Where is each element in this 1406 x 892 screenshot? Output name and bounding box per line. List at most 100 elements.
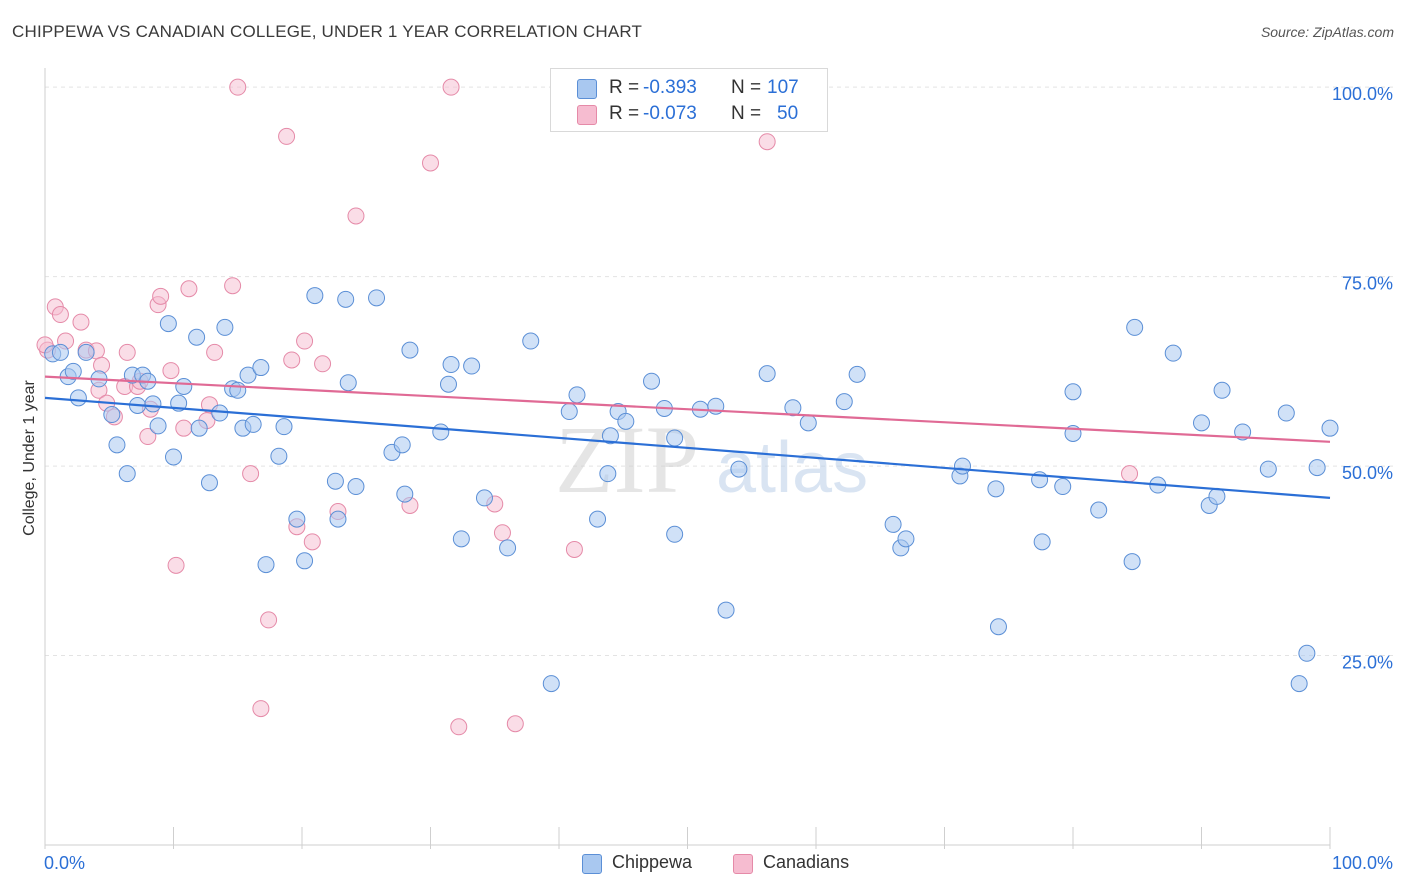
y-tick-label: 100.0% [1332, 84, 1393, 104]
chippewa-point [1064, 383, 1082, 401]
chippewa-point [211, 404, 229, 422]
chippewa-point [337, 290, 355, 308]
canadians-point [206, 343, 224, 361]
chippewa-point [368, 289, 386, 307]
chippewa-point [275, 418, 293, 436]
chippewa-point [601, 427, 619, 445]
chippewa-point [1321, 419, 1339, 437]
canadians-point [252, 700, 270, 718]
chippewa-point [401, 341, 419, 359]
canadians-point [565, 540, 583, 558]
legend-n-label: N = [731, 77, 762, 98]
chippewa-point [617, 412, 635, 430]
chippewa-point [200, 474, 218, 492]
bottom-legend-label: Chippewa [612, 852, 693, 872]
chippewa-point [475, 489, 493, 507]
chippewa-point [499, 539, 517, 557]
chippewa-point [175, 378, 193, 396]
chippewa-point [666, 525, 684, 543]
canadians-point [224, 277, 242, 295]
chippewa-point [270, 447, 288, 465]
legend-r-label: R = [609, 77, 640, 98]
chippewa-point [442, 356, 460, 374]
chippewa-point [306, 287, 324, 305]
chippewa-point [1164, 344, 1182, 362]
chippewa-point [1290, 675, 1308, 693]
chippewa-point [1213, 381, 1231, 399]
y-tick-label: 25.0% [1342, 653, 1393, 673]
canadians-point [139, 428, 157, 446]
canadians-point [118, 343, 136, 361]
chippewa-point [989, 618, 1007, 636]
chippewa-point [257, 556, 275, 574]
chippewa-point [1193, 414, 1210, 432]
chippewa-point [1126, 318, 1144, 336]
x-tick-label: 0.0% [44, 853, 85, 873]
chippewa-point [144, 395, 162, 413]
chippewa-point [1234, 423, 1252, 441]
stats-legend: R = -0.393 N = 107 R = -0.073 N = 50 [550, 68, 828, 132]
canadians-point [278, 127, 296, 145]
chippewa-point [1298, 644, 1316, 662]
canadians-point [175, 419, 193, 437]
chippewa-point [396, 485, 414, 503]
canadians-point [72, 313, 90, 331]
canadians-point [1121, 465, 1139, 483]
trend-lines [44, 375, 1331, 500]
canadians-point [493, 524, 511, 542]
chippewa-point [1277, 404, 1295, 422]
legend-r-value: -0.393 [643, 77, 697, 98]
chippewa-point [884, 515, 902, 533]
canadians-point [152, 287, 170, 305]
chippewa-point [108, 436, 126, 454]
chippewa-point [329, 510, 347, 528]
chippewa-swatch [577, 79, 597, 99]
legend-r-label: R = [609, 103, 640, 124]
bottom-legend-label: Canadians [763, 852, 850, 872]
legend-r-value: -0.073 [643, 103, 697, 124]
chart-title: CHIPPEWA VS CANADIAN COLLEGE, UNDER 1 YE… [12, 22, 643, 41]
canadians-point [167, 556, 185, 574]
chippewa-point [897, 530, 915, 548]
chippewa-point [848, 365, 866, 383]
chippewa-point [1208, 487, 1226, 505]
chippewa-point [69, 389, 87, 407]
chippewa-point [1033, 533, 1051, 551]
chippewa-point [599, 465, 617, 483]
chippewa-point [589, 510, 607, 528]
grid-lines [45, 86, 1393, 657]
y-tick-label: 75.0% [1342, 274, 1393, 294]
chippewa-point [835, 393, 853, 411]
chippewa-trend-line [44, 396, 1331, 500]
chippewa-point [288, 510, 306, 528]
legend-n-value: 107 [767, 77, 799, 98]
chippewa-point [252, 359, 270, 377]
chippewa-point [188, 328, 206, 346]
canadians-point [422, 154, 439, 172]
chippewa-point [522, 332, 540, 350]
y-axis-label: College, Under 1 year [21, 380, 38, 536]
chippewa-point [463, 357, 481, 375]
chippewa-point [149, 417, 167, 435]
chippewa-point [51, 343, 69, 361]
chippewa-point [643, 372, 661, 390]
chippewa-point [432, 423, 450, 441]
chippewa-point [730, 460, 748, 478]
canadians-point [283, 351, 301, 369]
source-credit: Source: ZipAtlas.com [1260, 24, 1394, 40]
legend-n-label: N = [731, 103, 762, 124]
chippewa-point [452, 530, 470, 548]
chippewa-point [1123, 553, 1141, 571]
canadians-point [450, 718, 468, 736]
chippewa-point [77, 343, 95, 361]
chippewa-point [347, 478, 365, 496]
chippewa-point [784, 399, 802, 417]
tick-labels: 25.0% 50.0% 75.0% 100.0% 0.0% 100.0% [44, 84, 1393, 873]
chippewa-point [339, 374, 357, 392]
y-tick-label: 50.0% [1342, 463, 1393, 483]
chippewa-point [64, 362, 82, 380]
chippewa-point [953, 457, 971, 475]
canadians-point [314, 355, 332, 373]
canadians-point [296, 332, 314, 350]
